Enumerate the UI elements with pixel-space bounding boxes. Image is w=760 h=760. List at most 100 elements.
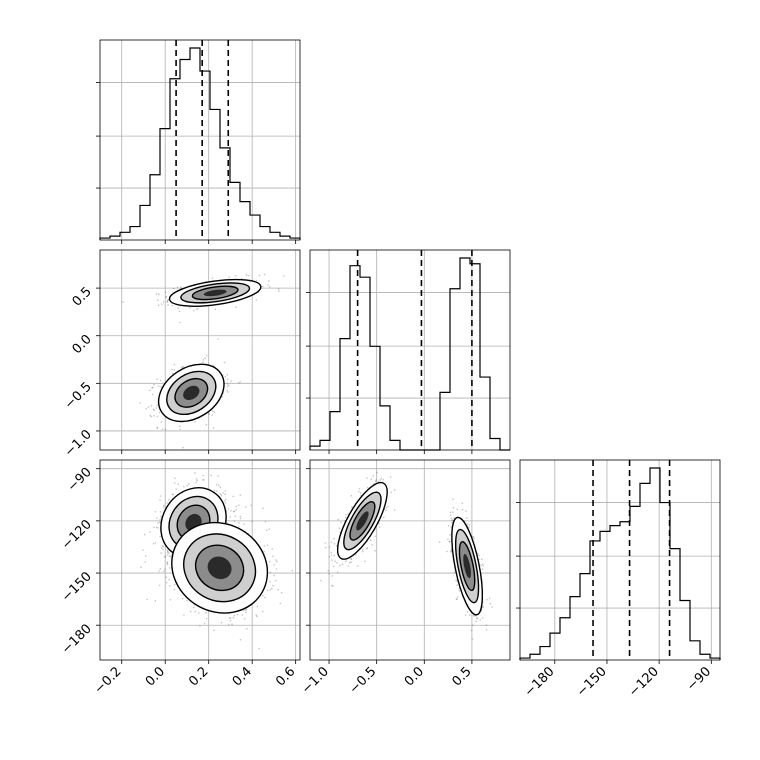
- scatter-point: [142, 549, 144, 551]
- scatter-point: [172, 493, 175, 496]
- scatter-point: [172, 287, 175, 290]
- scatter-point: [468, 524, 471, 526]
- scatter-point: [143, 533, 146, 536]
- scatter-panel-1-0: −1.0 −0.5 0.0 0.5: [62, 249, 301, 460]
- scatter-point: [453, 517, 455, 519]
- scatter-point: [255, 614, 258, 616]
- scatter-point: [154, 511, 157, 513]
- scatter-point: [377, 480, 380, 483]
- scatter-point: [164, 555, 166, 558]
- scatter-point: [256, 605, 259, 608]
- scatter-point: [345, 560, 347, 562]
- y-tick-label: −90: [65, 465, 95, 495]
- scatter-point: [339, 564, 341, 567]
- scatter-point: [211, 277, 214, 279]
- scatter-point: [159, 518, 161, 521]
- scatter-point: [263, 545, 266, 547]
- scatter-point: [237, 504, 240, 507]
- scatter-point: [245, 611, 247, 613]
- scatter-point: [438, 541, 441, 543]
- scatter-point: [202, 479, 204, 481]
- scatter-point: [226, 385, 229, 388]
- scatter-point: [150, 415, 153, 418]
- scatter-point: [165, 576, 167, 578]
- scatter-point: [389, 476, 392, 478]
- scatter-panel-2-1: −1.0 −0.5 0.0 0.5: [299, 459, 511, 697]
- scatter-point: [157, 304, 160, 307]
- scatter-point: [465, 510, 467, 512]
- scatter-point: [266, 529, 268, 532]
- scatter-point: [229, 516, 231, 518]
- scatter-point: [166, 562, 169, 564]
- scatter-point: [328, 546, 331, 548]
- x-tick-label: 0.2: [186, 664, 211, 689]
- scatter-point: [239, 638, 242, 641]
- scatter-point: [226, 383, 229, 385]
- scatter-point: [232, 616, 235, 619]
- scatter-point: [243, 523, 245, 525]
- scatter-point: [390, 491, 392, 494]
- scatter-point: [379, 479, 382, 481]
- scatter-point: [334, 560, 336, 563]
- scatter-point: [305, 526, 307, 528]
- scatter-point: [269, 571, 272, 574]
- panel-frame: [99, 249, 301, 451]
- scatter-point: [358, 488, 361, 490]
- scatter-point: [239, 515, 242, 518]
- scatter-point: [171, 304, 174, 307]
- scatter-point: [345, 513, 347, 516]
- scatter-point: [158, 570, 160, 572]
- scatter-point: [162, 504, 165, 507]
- scatter-point: [330, 551, 333, 554]
- scatter-point: [175, 488, 177, 490]
- scatter-point: [277, 288, 280, 290]
- scatter-point: [241, 614, 244, 616]
- scatter-point: [481, 617, 484, 619]
- scatter-point: [262, 507, 265, 510]
- scatter-point: [273, 574, 275, 577]
- scatter-point: [222, 492, 225, 494]
- scatter-point: [154, 600, 157, 602]
- scatter-point: [336, 562, 338, 564]
- scatter-point: [168, 552, 170, 554]
- scatter-point: [157, 299, 159, 302]
- scatter-point: [170, 555, 172, 558]
- scatter-point: [340, 521, 342, 523]
- scatter-point: [456, 508, 459, 511]
- scatter-point: [224, 493, 226, 496]
- scatter-point: [150, 404, 153, 407]
- density-contour-1-3: [183, 385, 200, 401]
- histogram-panel-0: [96, 39, 301, 244]
- scatter-point: [202, 474, 205, 477]
- scatter-point: [387, 505, 389, 508]
- scatter-point: [146, 598, 148, 601]
- scatter-point: [217, 475, 219, 477]
- scatter-point: [215, 483, 218, 486]
- scatter-point: [283, 275, 285, 277]
- scatter-point: [233, 520, 236, 522]
- scatter-point: [195, 481, 197, 484]
- scatter-point: [226, 389, 228, 392]
- scatter-contents: [320, 471, 493, 640]
- scatter-point: [274, 579, 277, 582]
- scatter-point: [374, 480, 377, 483]
- scatter-point: [393, 489, 396, 491]
- scatter-point: [461, 508, 464, 511]
- scatter-point: [456, 596, 459, 598]
- scatter-point: [478, 554, 480, 557]
- scatter-point: [229, 617, 232, 619]
- scatter-point: [447, 525, 450, 527]
- scatter-point: [466, 523, 469, 525]
- scatter-contents: [140, 472, 307, 650]
- scatter-point: [195, 308, 198, 311]
- scatter-point: [350, 561, 352, 563]
- scatter-point: [258, 274, 261, 277]
- scatter-point: [145, 407, 147, 410]
- scatter-point: [250, 504, 252, 507]
- scatter-point: [155, 293, 158, 295]
- scatter-point: [378, 522, 380, 525]
- scatter-point: [202, 359, 205, 361]
- scatter-point: [167, 299, 169, 301]
- scatter-point: [255, 615, 258, 618]
